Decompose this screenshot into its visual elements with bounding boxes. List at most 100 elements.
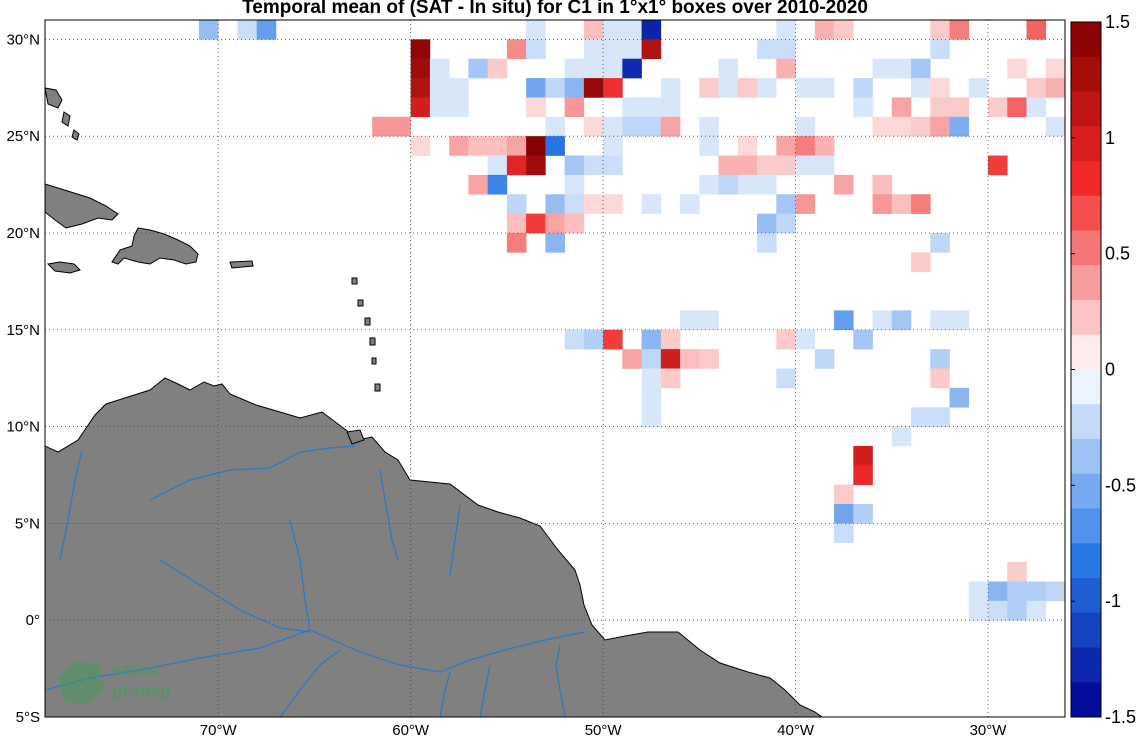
colorbar-tick-label: 0.5	[1105, 244, 1130, 264]
grid-cell	[506, 232, 527, 253]
grid-cell	[930, 116, 950, 137]
lat-tick-label: 5°S	[16, 709, 40, 726]
grid-cell	[526, 20, 546, 40]
cuba-land	[45, 183, 119, 229]
colorbar-swatch	[1071, 369, 1101, 405]
grid-cell	[603, 58, 623, 79]
colorbar-swatches	[1071, 22, 1101, 718]
grid-cell	[699, 136, 719, 156]
grid-cell	[757, 232, 777, 253]
grid-cell	[603, 39, 623, 60]
lesser-antilles-land	[351, 277, 381, 392]
grid-cell	[853, 504, 873, 524]
grid-cell	[1007, 562, 1027, 582]
grid-cell	[891, 194, 912, 214]
colorbar-tick-label: 1	[1105, 128, 1115, 148]
grid-cell	[545, 194, 565, 214]
grid-cell	[487, 174, 508, 195]
colorbar-swatch	[1071, 439, 1101, 475]
colorbar-swatch	[1071, 508, 1101, 544]
amazon-river	[45, 629, 586, 691]
grid-cell	[776, 213, 796, 234]
grid-cell	[564, 174, 585, 195]
grid-cell	[564, 213, 585, 234]
grid-cell	[1045, 116, 1065, 137]
graticule	[45, 20, 1065, 717]
grid-cell	[949, 310, 970, 331]
grid-cell	[583, 194, 604, 214]
grid-cell	[853, 78, 873, 98]
grid-cell	[718, 58, 739, 79]
grid-cell	[641, 349, 662, 369]
grid-cell	[583, 20, 604, 40]
grid-cell	[641, 97, 662, 118]
grid-cell	[564, 155, 585, 176]
grid-cell	[506, 155, 527, 176]
grid-cell	[834, 310, 854, 331]
grid-cell	[506, 194, 527, 214]
grid-cell	[718, 78, 739, 98]
maroni-river	[449, 504, 461, 576]
grid-cell	[641, 329, 662, 350]
grid-cell	[603, 136, 623, 156]
grid-cell	[583, 329, 604, 350]
grid-cell	[583, 78, 604, 98]
lat-tick-label: 0°	[26, 612, 40, 629]
grid-cell	[487, 136, 508, 156]
grid-cell	[834, 484, 854, 505]
grid-cell	[564, 97, 585, 118]
grid-cell	[603, 116, 623, 137]
bahamas-land	[45, 87, 80, 141]
grid-cell	[449, 97, 469, 118]
grid-cell	[911, 252, 931, 272]
smos-pimep-logo: smos pi-mep	[58, 660, 171, 704]
colorbar-swatch	[1071, 334, 1101, 370]
grid-cell	[583, 58, 604, 79]
grid-cell	[795, 136, 816, 156]
grid-cell	[564, 329, 585, 350]
grid-cell	[526, 136, 546, 156]
lat-tick-label: 20°N	[6, 225, 40, 242]
grid-cell	[699, 116, 719, 137]
grid-cell	[930, 78, 950, 98]
grid-cell	[391, 116, 411, 137]
grid-cell	[795, 78, 816, 98]
map-title: Temporal mean of (SAT - In situ) for C1 …	[242, 0, 868, 18]
grid-cell	[256, 20, 277, 40]
lat-tick-label: 5°N	[15, 515, 40, 532]
branco-river	[289, 519, 311, 631]
grid-cell	[911, 194, 931, 214]
grid-cell	[911, 78, 931, 98]
colorbar-swatch	[1071, 230, 1101, 266]
grid-cell	[776, 155, 796, 176]
grid-cell	[776, 329, 796, 350]
colorbar-tick-label: -1	[1105, 591, 1121, 611]
negro-river	[159, 559, 311, 633]
grid-cell	[641, 368, 662, 389]
grid-cell	[911, 116, 931, 137]
grid-cell	[660, 116, 681, 137]
trinidad-land	[346, 429, 365, 445]
grid-cell	[641, 194, 662, 214]
colorbar-swatch	[1071, 682, 1101, 718]
colorbar-tick-label: 1.5	[1105, 12, 1130, 32]
grid-cell	[930, 310, 950, 331]
grid-cell	[680, 310, 700, 331]
grid-cell	[1045, 581, 1065, 602]
grid-cell	[737, 78, 758, 98]
grid-cell	[506, 39, 527, 60]
grid-cell	[891, 310, 912, 331]
grid-cell	[988, 155, 1008, 176]
map-tick-labels: 30°N 25°N 20°N 15°N 10°N 5°N 0° 5°S 70°W 60°W 50°W…	[6, 31, 1007, 738]
grid-cell	[776, 39, 796, 60]
grid-cell	[1007, 600, 1027, 621]
colorbar-swatch	[1071, 126, 1101, 162]
grid-cell	[429, 58, 450, 79]
grid-cell	[526, 39, 546, 60]
grid-cell	[699, 78, 719, 98]
grid-cell	[853, 329, 873, 350]
grid-cell	[603, 78, 623, 98]
grid-cell	[506, 213, 527, 234]
madeira-river	[279, 649, 341, 717]
grid-cell	[891, 426, 912, 447]
